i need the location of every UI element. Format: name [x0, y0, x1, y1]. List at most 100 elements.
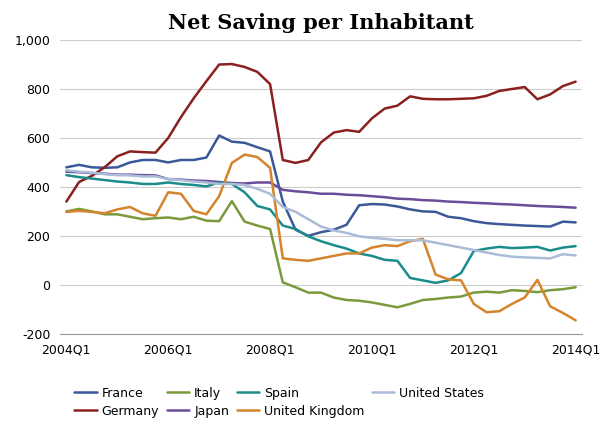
Spain	[457, 271, 464, 276]
United States	[317, 224, 325, 229]
United States	[445, 243, 452, 248]
Italy	[407, 301, 414, 307]
United Kingdom	[394, 243, 401, 249]
Germany	[279, 158, 286, 163]
Germany	[164, 135, 172, 141]
Spain	[521, 245, 529, 250]
Germany	[76, 179, 83, 185]
Spain	[317, 239, 325, 244]
Germany	[572, 79, 579, 85]
France	[407, 207, 414, 212]
Italy	[368, 300, 376, 305]
United Kingdom	[445, 277, 452, 282]
Japan	[266, 180, 274, 185]
Italy	[547, 287, 554, 293]
Japan	[534, 203, 541, 209]
Japan	[457, 199, 464, 205]
France	[572, 220, 579, 225]
Japan	[521, 202, 529, 208]
Spain	[76, 174, 83, 180]
Japan	[368, 194, 376, 199]
France	[152, 158, 159, 163]
Germany	[356, 129, 363, 134]
Spain	[534, 244, 541, 250]
Spain	[445, 278, 452, 283]
France	[228, 139, 235, 144]
Germany	[508, 86, 515, 92]
United Kingdom	[241, 152, 248, 157]
Italy	[279, 280, 286, 285]
United Kingdom	[215, 194, 223, 199]
United States	[381, 236, 388, 242]
France	[445, 214, 452, 219]
United Kingdom	[483, 310, 490, 315]
Italy	[317, 290, 325, 295]
Spain	[572, 243, 579, 249]
United States	[88, 170, 95, 175]
Italy	[127, 214, 134, 219]
Germany	[178, 114, 185, 120]
France	[164, 160, 172, 165]
Spain	[496, 244, 503, 250]
United States	[215, 181, 223, 186]
Germany	[203, 78, 210, 84]
Japan	[572, 205, 579, 210]
Germany	[547, 92, 554, 97]
Japan	[127, 172, 134, 177]
France	[419, 209, 427, 214]
United States	[394, 238, 401, 243]
Line: Italy: Italy	[67, 201, 575, 307]
Japan	[139, 173, 146, 178]
France	[254, 145, 261, 150]
Japan	[559, 204, 566, 210]
France	[203, 155, 210, 160]
Italy	[483, 289, 490, 294]
Germany	[343, 127, 350, 133]
Italy	[457, 294, 464, 299]
Germany	[407, 93, 414, 99]
Line: Germany: Germany	[67, 64, 575, 202]
France	[139, 158, 146, 163]
United States	[356, 234, 363, 239]
Italy	[76, 206, 83, 212]
Italy	[139, 217, 146, 222]
Germany	[305, 158, 312, 163]
Japan	[190, 178, 197, 183]
Germany	[152, 150, 159, 155]
United Kingdom	[317, 256, 325, 261]
Italy	[432, 296, 439, 302]
United Kingdom	[190, 208, 197, 214]
Japan	[254, 180, 261, 185]
Italy	[356, 298, 363, 303]
Germany	[241, 64, 248, 69]
Germany	[88, 173, 95, 178]
Germany	[457, 96, 464, 101]
Spain	[88, 176, 95, 181]
Spain	[483, 246, 490, 251]
Germany	[521, 85, 529, 90]
United States	[457, 245, 464, 250]
Italy	[394, 305, 401, 310]
Japan	[483, 201, 490, 206]
France	[76, 162, 83, 167]
France	[305, 233, 312, 239]
United States	[139, 174, 146, 179]
Japan	[394, 196, 401, 201]
Italy	[241, 219, 248, 224]
Japan	[88, 170, 95, 176]
Germany	[496, 88, 503, 93]
Spain	[178, 181, 185, 186]
United Kingdom	[101, 210, 108, 216]
Japan	[317, 191, 325, 196]
Japan	[63, 169, 70, 174]
Italy	[572, 285, 579, 290]
United States	[521, 255, 529, 260]
United Kingdom	[127, 204, 134, 210]
United Kingdom	[470, 301, 478, 307]
France	[508, 222, 515, 227]
Spain	[470, 248, 478, 254]
Line: United Kingdom: United Kingdom	[67, 154, 575, 320]
United States	[241, 182, 248, 188]
Spain	[508, 246, 515, 251]
Spain	[152, 181, 159, 186]
